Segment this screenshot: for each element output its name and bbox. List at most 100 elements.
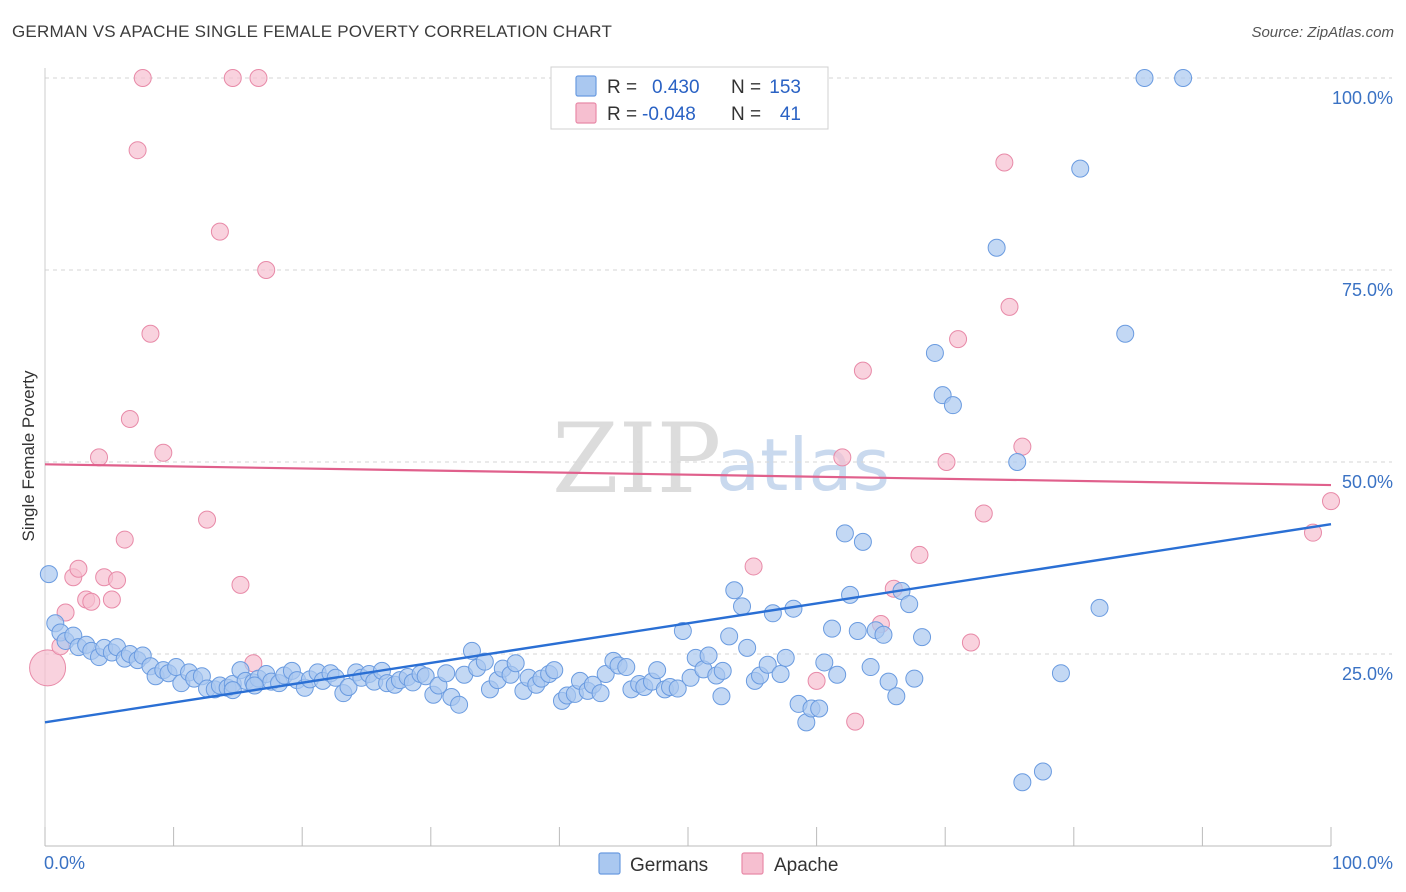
y-tick-label: 25.0% [1342, 664, 1393, 684]
apache-point [961, 633, 980, 652]
apache-point [108, 571, 127, 590]
grid-lines [45, 77, 1392, 655]
apache-point [974, 504, 993, 523]
axes [44, 68, 1332, 847]
apache-point [257, 261, 276, 279]
apache-point [949, 330, 968, 349]
apache-point [249, 69, 268, 87]
apache-point [133, 69, 152, 87]
germans-points [39, 69, 1193, 792]
x-tick-labels: 0.0% 100.0% [44, 853, 1393, 873]
apache-series-swatch [741, 852, 764, 875]
apache-point [115, 530, 134, 549]
germans-point [841, 585, 860, 604]
germans-point [848, 621, 867, 640]
germans-point [725, 581, 744, 600]
germans-point [925, 343, 944, 362]
apache-point [128, 141, 147, 160]
apache-point [141, 324, 160, 343]
y-tick-label: 100.0% [1332, 88, 1393, 108]
apache-point [210, 222, 229, 241]
apache-series-label: Apache [774, 855, 838, 876]
germans-point [1008, 453, 1027, 471]
apache-point [198, 510, 217, 529]
x-tick-label: 100.0% [1332, 853, 1393, 873]
germans-point [506, 654, 525, 673]
apache-point [69, 559, 88, 578]
apache-point [937, 453, 956, 471]
germans-point [905, 669, 924, 688]
source-label: Source: ZipAtlas.com [1251, 24, 1394, 41]
germans-point [758, 655, 777, 674]
germans-point [987, 238, 1006, 257]
apache-point [223, 69, 242, 87]
germans-point [1174, 69, 1193, 87]
y-tick-label: 50.0% [1342, 472, 1393, 492]
germans-point [771, 664, 790, 683]
apache-r-label: R = [607, 104, 637, 125]
series-legend: Germans Apache [598, 852, 838, 876]
apache-point [1013, 437, 1032, 456]
germans-point [776, 648, 795, 667]
apache-point [120, 409, 139, 428]
germans-point [900, 595, 919, 614]
germans-point [545, 661, 564, 680]
germans-point [835, 524, 854, 543]
y-tick-labels: 25.0% 50.0% 75.0% 100.0% [1332, 88, 1393, 684]
apache-point [82, 592, 101, 611]
germans-point [1033, 762, 1052, 781]
germans-point [713, 661, 732, 680]
germans-point [810, 699, 829, 718]
germans-point [815, 653, 834, 672]
apache-point [90, 448, 109, 467]
germans-point [1116, 324, 1135, 343]
germans-point [617, 658, 636, 677]
apache-point [995, 153, 1014, 172]
germans-point [39, 565, 58, 584]
apache-legend-swatch [575, 102, 597, 124]
apache-point [853, 361, 872, 380]
germans-point [887, 687, 906, 706]
germans-point [738, 638, 757, 657]
germans-point [699, 646, 718, 665]
germans-series-swatch [598, 852, 621, 875]
germans-point [1090, 598, 1109, 617]
germans-point [712, 687, 731, 706]
germans-point [648, 661, 667, 680]
germans-r-label: R = [607, 77, 637, 98]
germans-point [223, 681, 242, 700]
germans-point [668, 679, 687, 698]
apache-point [744, 557, 763, 576]
germans-point [828, 665, 847, 684]
germans-point [339, 678, 358, 697]
apache-point [29, 649, 67, 687]
germans-point [1071, 159, 1090, 178]
apache-r-value: -0.048 [642, 104, 696, 125]
germans-n-value: 153 [769, 77, 801, 98]
germans-point [943, 396, 962, 415]
x-tick-label: 0.0% [44, 853, 85, 873]
correlation-legend: R = 0.430 N = 153 R = -0.048 N = 41 [550, 66, 829, 130]
germans-point [673, 621, 692, 640]
germans-point [913, 628, 932, 647]
germans-trend-line [44, 523, 1332, 724]
germans-point [861, 658, 880, 677]
germans-point [450, 695, 469, 714]
apache-n-label: N = [731, 104, 761, 125]
germans-point [1013, 773, 1032, 792]
germans-point [763, 604, 782, 623]
trend-lines [44, 463, 1332, 724]
germans-point [681, 668, 700, 687]
apache-point [1000, 297, 1019, 316]
germans-n-label: N = [731, 77, 761, 98]
watermark-zip: ZIP [552, 403, 721, 515]
germans-point [416, 667, 435, 686]
apache-point [807, 671, 826, 690]
germans-point [591, 684, 610, 703]
germans-point [720, 627, 739, 646]
apache-n-value: 41 [780, 104, 801, 125]
germans-r-value: 0.430 [652, 77, 700, 98]
germans-point [733, 597, 752, 616]
y-axis-label: Single Female Poverty [19, 370, 38, 542]
